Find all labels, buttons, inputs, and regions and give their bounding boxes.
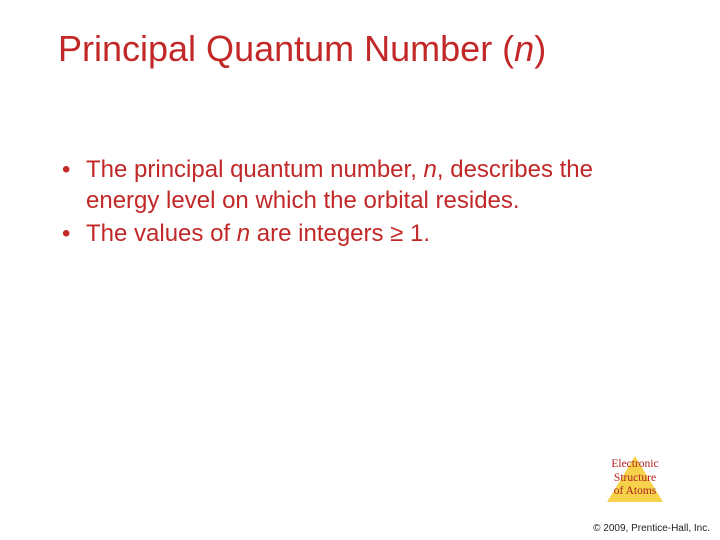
title-suffix: ) — [534, 28, 546, 69]
copyright-text: © 2009, Prentice-Hall, Inc. — [593, 523, 710, 534]
badge-line-1: Electronic — [594, 458, 676, 471]
text-segment-italic: n — [424, 156, 437, 183]
badge-text: Electronic Structure of Atoms — [594, 458, 676, 498]
badge-line-2: Structure — [594, 472, 676, 485]
text-segment: are integers ≥ 1. — [250, 220, 430, 247]
bullet-item: The values of n are integers ≥ 1. — [58, 219, 670, 250]
title-prefix: Principal Quantum Number ( — [58, 28, 514, 69]
text-segment-italic: n — [237, 220, 250, 247]
bullet-text: The values of n are integers ≥ 1. — [86, 220, 430, 247]
text-segment: The values of — [86, 220, 237, 247]
title-italic-n: n — [514, 28, 534, 69]
footer-badge: Electronic Structure of Atoms — [594, 458, 676, 498]
slide: Principal Quantum Number (n) The princip… — [0, 0, 720, 540]
bullet-item: The principal quantum number, n, describ… — [58, 155, 670, 216]
bullet-text: The principal quantum number, n, describ… — [86, 156, 593, 214]
slide-title: Principal Quantum Number (n) — [58, 28, 670, 69]
badge-line-3: of Atoms — [594, 485, 676, 498]
text-segment: The principal quantum number, — [86, 156, 424, 183]
bullet-list: The principal quantum number, n, describ… — [58, 155, 670, 249]
